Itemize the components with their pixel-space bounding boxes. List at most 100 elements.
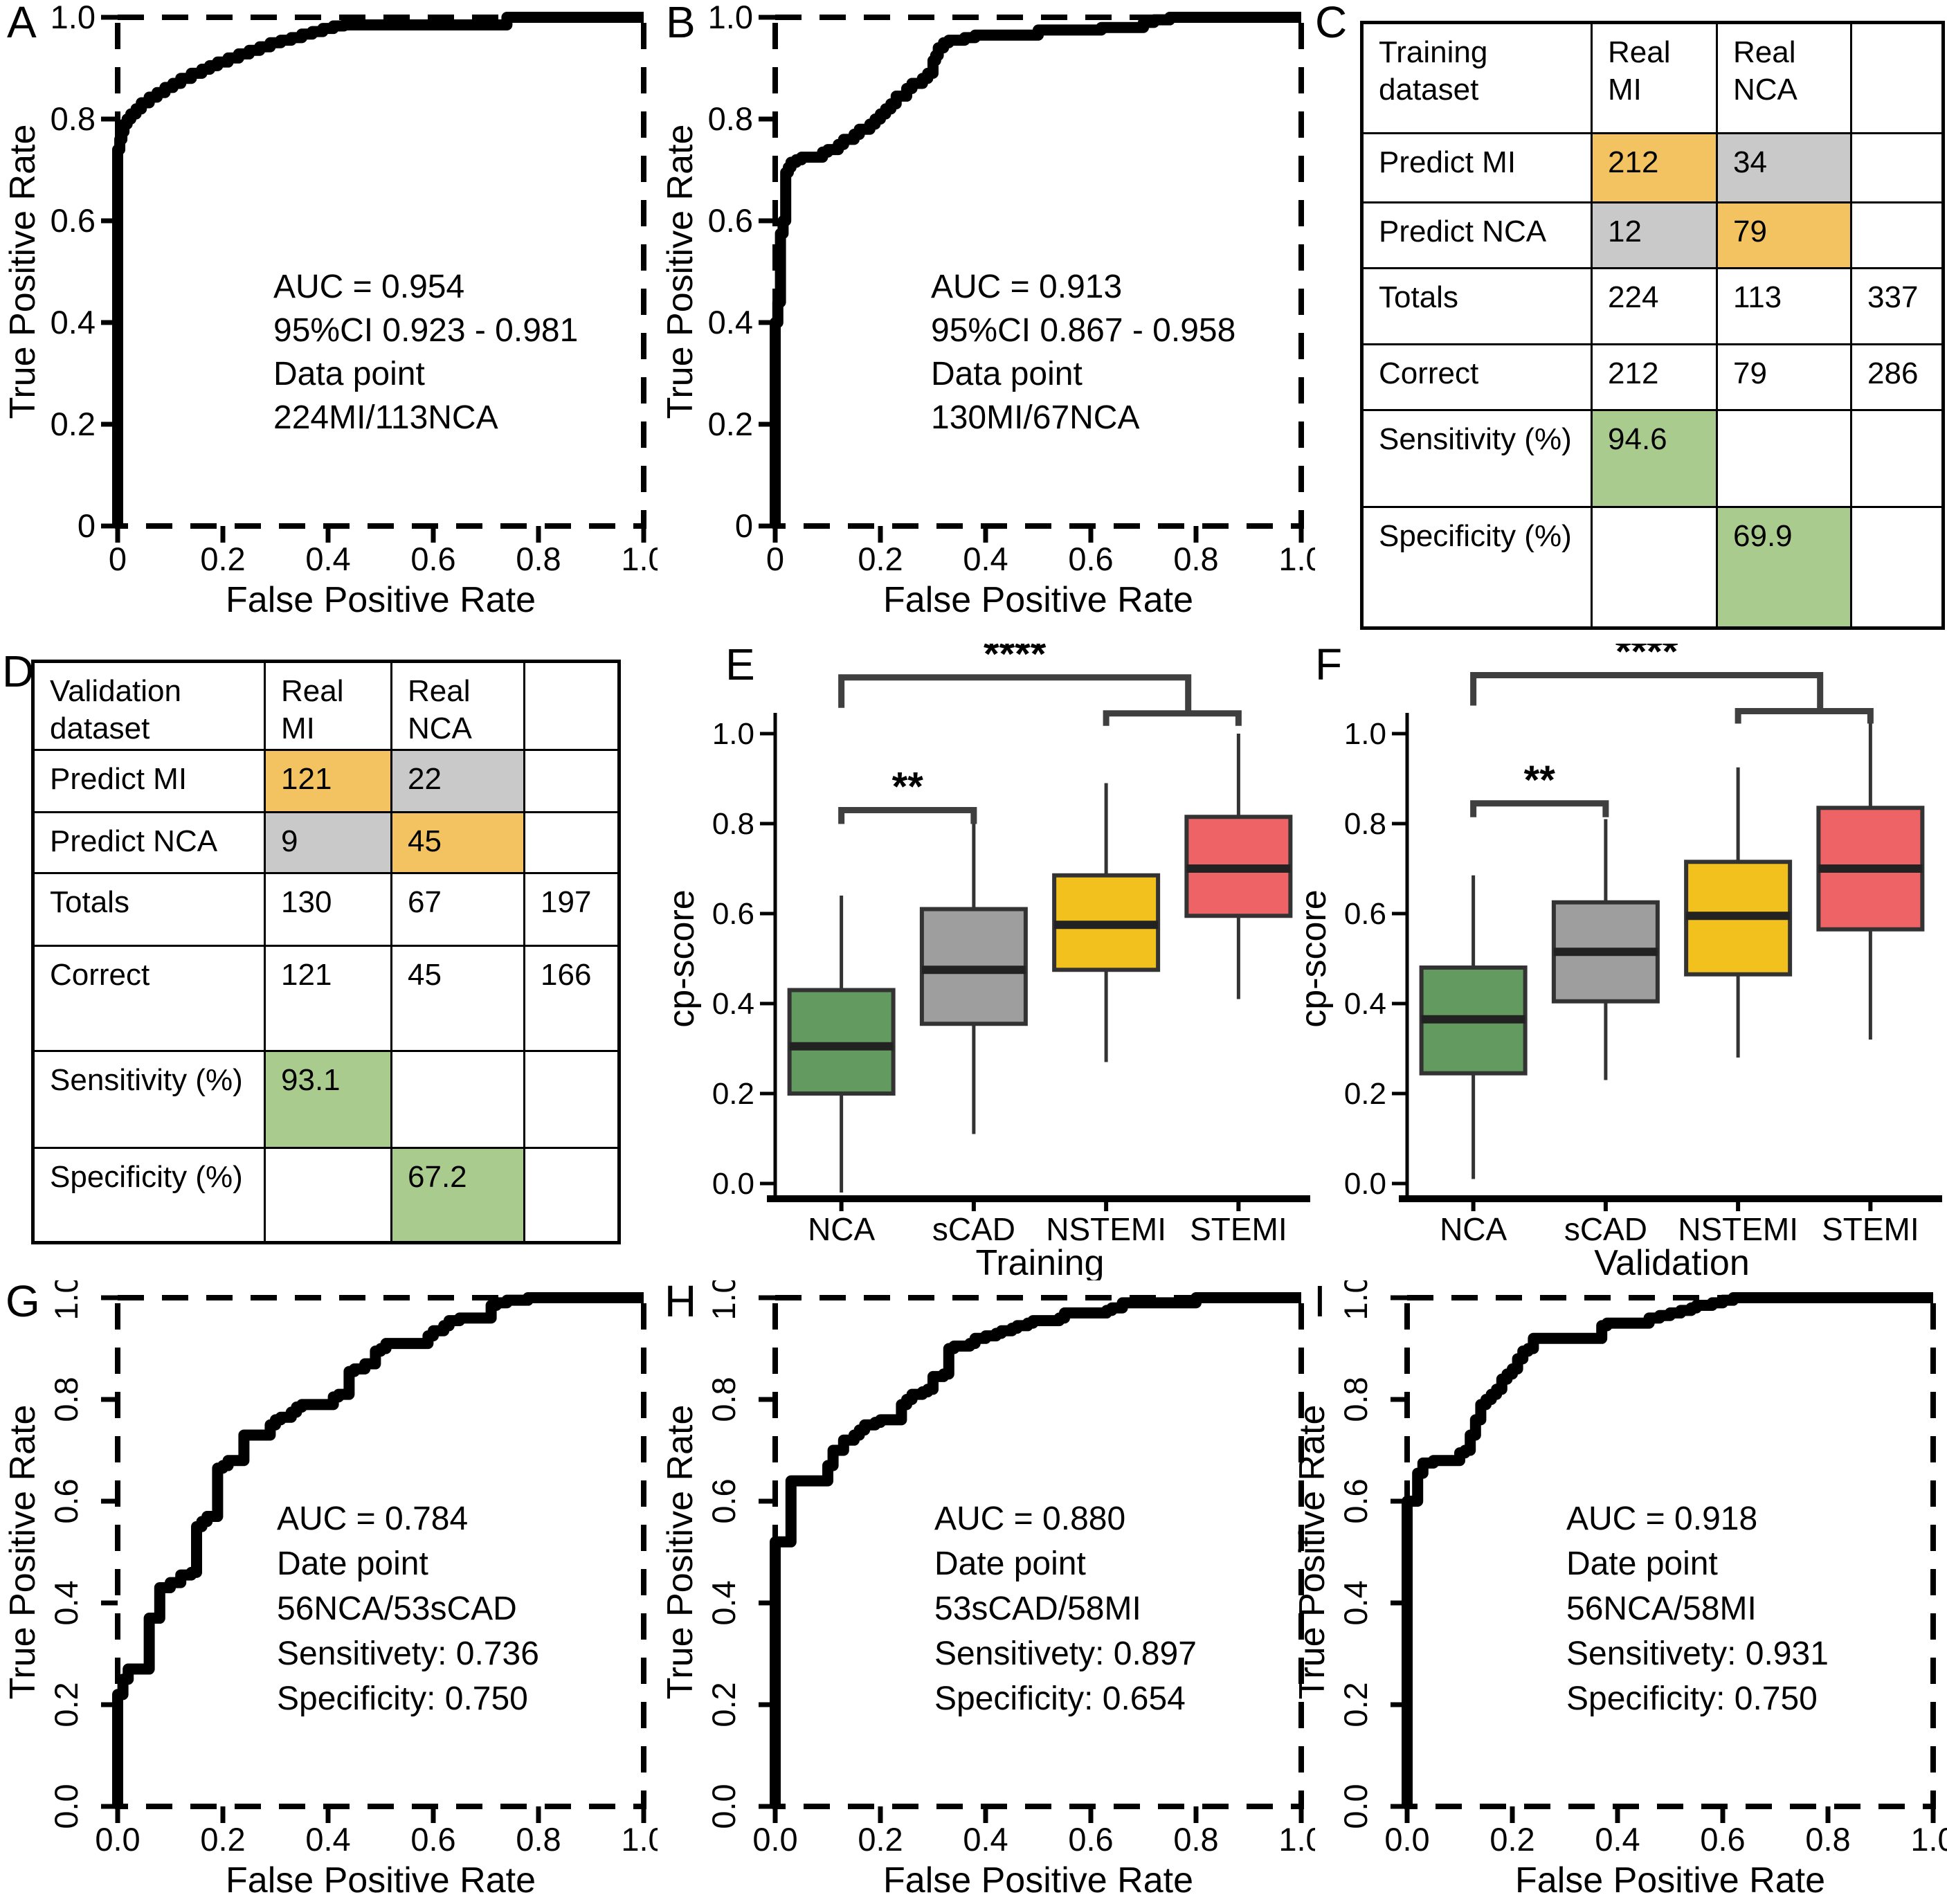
- roc-plot-g: 0.0 0.2 0.4 0.6 0.8 1.0 0.0 0.2 0.4 0.6 0.8 1.0 Fals…: [3, 1275, 667, 1901]
- panel-label-a: A: [7, 0, 37, 47]
- x-tick-label: 0.4: [963, 541, 1008, 577]
- panel-label-e: E: [725, 640, 755, 689]
- annotation-line: AUC = 0.880: [934, 1500, 1125, 1537]
- table-cell: 45: [390, 945, 525, 1052]
- y-tick-label: 0.4: [1337, 1580, 1374, 1625]
- category-label: STEMI: [1822, 1211, 1919, 1247]
- x-tick-label: 0.6: [1068, 1821, 1113, 1858]
- roc-curve: [112, 12, 644, 526]
- annotation-line: 224MI/113NCA: [273, 399, 498, 436]
- y-tick-label: 0.8: [708, 100, 753, 137]
- table-cell: Sensitivity (%): [32, 1050, 266, 1149]
- table-cell: 94.6: [1591, 409, 1718, 508]
- y-tick-label: 0.6: [51, 202, 96, 239]
- panel-label-b: B: [666, 0, 696, 47]
- table-row: Correct 121 45 166: [32, 945, 620, 1052]
- table-cell: [1850, 201, 1944, 269]
- x-axis-title: False Positive Rate: [883, 580, 1193, 620]
- category-label: NSTEMI: [1046, 1211, 1166, 1247]
- x-tick-label: 1.0: [1278, 541, 1315, 577]
- y-tick-label: 0.2: [48, 1682, 84, 1727]
- annotation-line: Specificity: 0.750: [1566, 1680, 1818, 1717]
- y-tick-label: 0.6: [708, 202, 753, 239]
- significance-bracket: [838, 674, 1192, 714]
- y-tick-label: 0.8: [1344, 807, 1386, 841]
- y-tick-label: 0.6: [48, 1478, 84, 1523]
- y-tick-label: 0.6: [705, 1478, 742, 1523]
- x-tick-label: 0.2: [1489, 1821, 1534, 1858]
- annotation-line: 130MI/67NCA: [931, 399, 1139, 436]
- panel-label-d: D: [2, 646, 35, 696]
- x-tick-label: 1.0: [1910, 1821, 1947, 1858]
- x-tick-label: 0.2: [858, 1821, 903, 1858]
- roc-plot-b: 0 0.2 0.4 0.6 0.8 1.0 0 0.2 0.4 0.6 0.8 1.0 False Po…: [660, 0, 1324, 620]
- y-tick-label: 0.2: [51, 406, 96, 442]
- y-tick-label: 0.8: [712, 807, 754, 841]
- table-cell: 12: [1591, 201, 1718, 269]
- table-cell: Real NCA: [390, 660, 525, 751]
- category-label: sCAD: [1564, 1211, 1647, 1247]
- significance-group-bracket: [1103, 710, 1242, 726]
- table-cell: 337: [1850, 267, 1944, 345]
- x-tick-label: 0.8: [516, 1821, 561, 1858]
- x-tick-label: 0.2: [200, 541, 245, 577]
- panel-label-i: I: [1314, 1276, 1326, 1326]
- significance-stars: **: [1524, 758, 1556, 803]
- y-tick-label: 0.4: [712, 987, 754, 1021]
- y-axis-title: cp-score: [1294, 889, 1334, 1027]
- y-tick-label: 0.0: [1337, 1784, 1374, 1829]
- table-row: Specificity (%) 67.2: [32, 1147, 620, 1244]
- confusion-matrix-table: Training dataset Real MI Real NCA Predict M…: [1360, 21, 1945, 630]
- annotation-line: 53sCAD/58MI: [934, 1590, 1141, 1627]
- roc-curve: [770, 1292, 1301, 1806]
- annotation-line: 56NCA/53sCAD: [277, 1590, 517, 1627]
- x-axis-title: False Positive Rate: [883, 1860, 1193, 1901]
- category-label: NSTEMI: [1678, 1211, 1798, 1247]
- y-tick-label: 1.0: [705, 1280, 742, 1321]
- table-cell: Correct: [32, 945, 266, 1052]
- y-tick-label: 0.4: [705, 1580, 742, 1625]
- annotation-line: 95%CI 0.867 - 0.958: [931, 312, 1235, 349]
- category-label: STEMI: [1190, 1211, 1287, 1247]
- table-cell: [523, 811, 620, 874]
- y-tick-label: 0.8: [705, 1377, 742, 1422]
- table-row: Sensitivity (%) 93.1: [32, 1050, 620, 1149]
- confusion-matrix-table: Validation dataset Real MI Real NCA Predict…: [31, 660, 621, 1244]
- y-tick-label: 0.6: [1344, 897, 1386, 931]
- table-cell: 34: [1716, 132, 1852, 203]
- annotation-line: Specificity: 0.750: [277, 1680, 528, 1717]
- significance-stars: ****: [984, 644, 1047, 677]
- table-cell: [1716, 409, 1852, 508]
- x-tick-label: 0.4: [305, 541, 350, 577]
- x-tick-label: 0.8: [1173, 541, 1218, 577]
- table-cell: [1850, 21, 1944, 134]
- table-row: Training dataset Real MI Real NCA: [1361, 21, 1944, 134]
- table-cell: Training dataset: [1361, 21, 1593, 134]
- plot-frame: [772, 15, 1304, 529]
- y-tick-label: 0.4: [1344, 987, 1386, 1021]
- x-tick-label: 0.6: [1068, 541, 1113, 577]
- panel-g-roc-nca-scad: 0.0 0.2 0.4 0.6 0.8 1.0 0.0 0.2 0.4 0.6 0.8 1.0 Fals…: [0, 1275, 667, 1904]
- annotation-line: Specificity: 0.654: [934, 1680, 1186, 1717]
- significance-bracket: [1470, 800, 1609, 817]
- annotation-line: 56NCA/58MI: [1566, 1590, 1757, 1627]
- y-tick-label: 0.6: [712, 897, 754, 931]
- y-tick-label: 1.0: [712, 717, 754, 751]
- table-row: Predict MI 212 34: [1361, 132, 1944, 203]
- y-tick-label: 0.2: [1337, 1682, 1374, 1727]
- table-cell: [1850, 409, 1944, 508]
- annotation-line: Data point: [273, 356, 425, 392]
- x-tick-label: 0.6: [410, 1821, 455, 1858]
- table-cell: Specificity (%): [32, 1147, 266, 1244]
- annotation-line: AUC = 0.918: [1566, 1500, 1757, 1537]
- plot-frame: [1404, 1295, 1936, 1809]
- table-cell: [264, 1147, 392, 1244]
- panel-a-roc-training: 0 0.2 0.4 0.6 0.8 1.0 0 0.2 0.4 0.6 0.8 1.0 False Po…: [0, 0, 667, 623]
- annotation-line: Data point: [931, 356, 1083, 392]
- table-cell: [1850, 506, 1944, 629]
- table-row: Specificity (%) 69.9: [1361, 506, 1944, 629]
- table-row: Totals 224 113 337: [1361, 267, 1944, 345]
- y-tick-label: 1.0: [708, 0, 753, 35]
- annotation-line: Date point: [1566, 1545, 1718, 1582]
- panel-h-roc-scad-mi: 0.0 0.2 0.4 0.6 0.8 1.0 0.0 0.2 0.4 0.6 0.8 1.0 Fals…: [658, 1275, 1324, 1904]
